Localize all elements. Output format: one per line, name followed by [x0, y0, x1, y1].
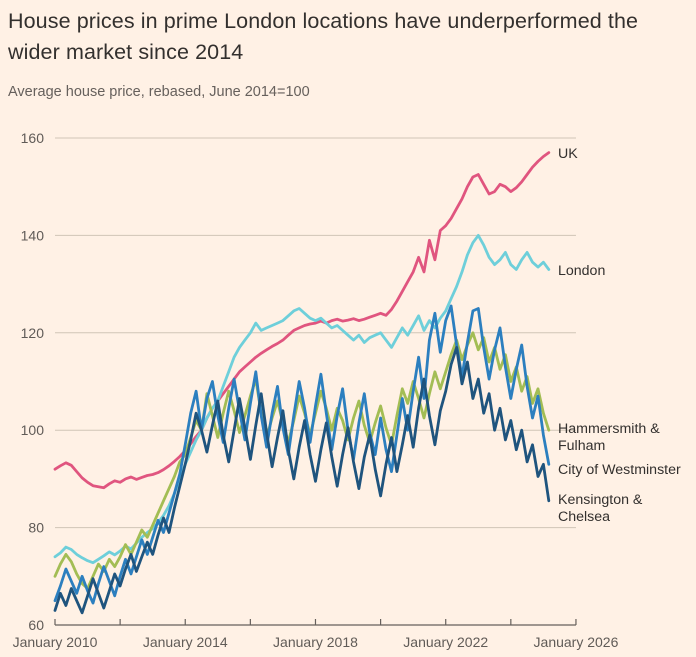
line-chart: 60 80 100 120 140 160 January 2010 January 2014… — [13, 130, 681, 650]
series-label-london: London — [558, 263, 605, 279]
series-label-city-of-westminster: City of Westminster — [558, 462, 681, 478]
y-tick-label-160: 160 — [21, 130, 45, 146]
y-tick-label-120: 120 — [21, 325, 45, 341]
chart-subtitle: Average house price, rebased, June 2014=… — [8, 84, 310, 100]
series-line-kensington-chelsea — [53, 345, 551, 615]
chart-title: House prices in prime London locations h… — [8, 9, 639, 64]
x-tick-label-2026: January 2026 — [534, 634, 619, 650]
series-label-kensington-chelsea: Kensington & Chelsea — [558, 492, 643, 525]
series-line-city-of-westminster — [53, 304, 551, 605]
y-tick-label-140: 140 — [21, 227, 45, 243]
x-tick-label-2014: January 2014 — [143, 634, 228, 650]
series-line-hammersmith-fulham — [53, 331, 551, 590]
x-tick-label-2010: January 2010 — [13, 634, 98, 650]
x-tick-label-2018: January 2018 — [273, 634, 358, 650]
series-label-hammersmith-fulham: Hammersmith & Fulham — [558, 421, 660, 454]
x-tick-label-2022: January 2022 — [403, 634, 488, 650]
series-line-uk — [53, 151, 551, 490]
series-label-uk: UK — [558, 146, 578, 162]
y-tick-label-60: 60 — [28, 617, 44, 633]
y-tick-label-80: 80 — [28, 520, 44, 536]
y-tick-label-100: 100 — [21, 422, 45, 438]
